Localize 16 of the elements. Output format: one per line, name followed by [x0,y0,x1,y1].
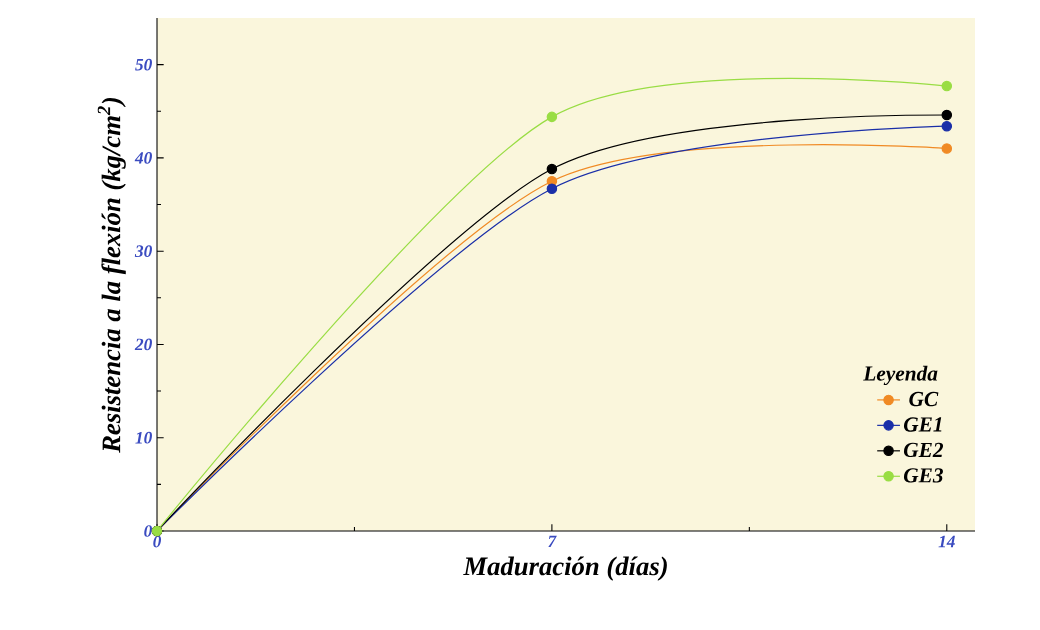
legend-label: GE3 [903,468,943,483]
legend-title: Leyenda [863,365,938,386]
x-tick-label: 14 [938,535,955,548]
legend-label: GE1 [903,417,942,432]
legend-label: GC [909,391,939,407]
x-axis-title: Maduración (días) [463,556,667,581]
y-tick-label: 10 [135,431,152,444]
x-tick-label: 0 [153,535,162,548]
y-tick-label: 50 [135,58,152,71]
x-tick-label: 7 [548,535,557,548]
y-tick-label: 40 [134,152,152,164]
legend-label: GE2 [903,442,944,458]
y-tick-label: 20 [134,338,152,351]
y-axis-title: Resistencia a la flexión (kg/cm$^{2}$) [97,97,126,453]
y-tick-label: 0 [144,525,152,537]
y-tick-label: 30 [134,245,152,258]
